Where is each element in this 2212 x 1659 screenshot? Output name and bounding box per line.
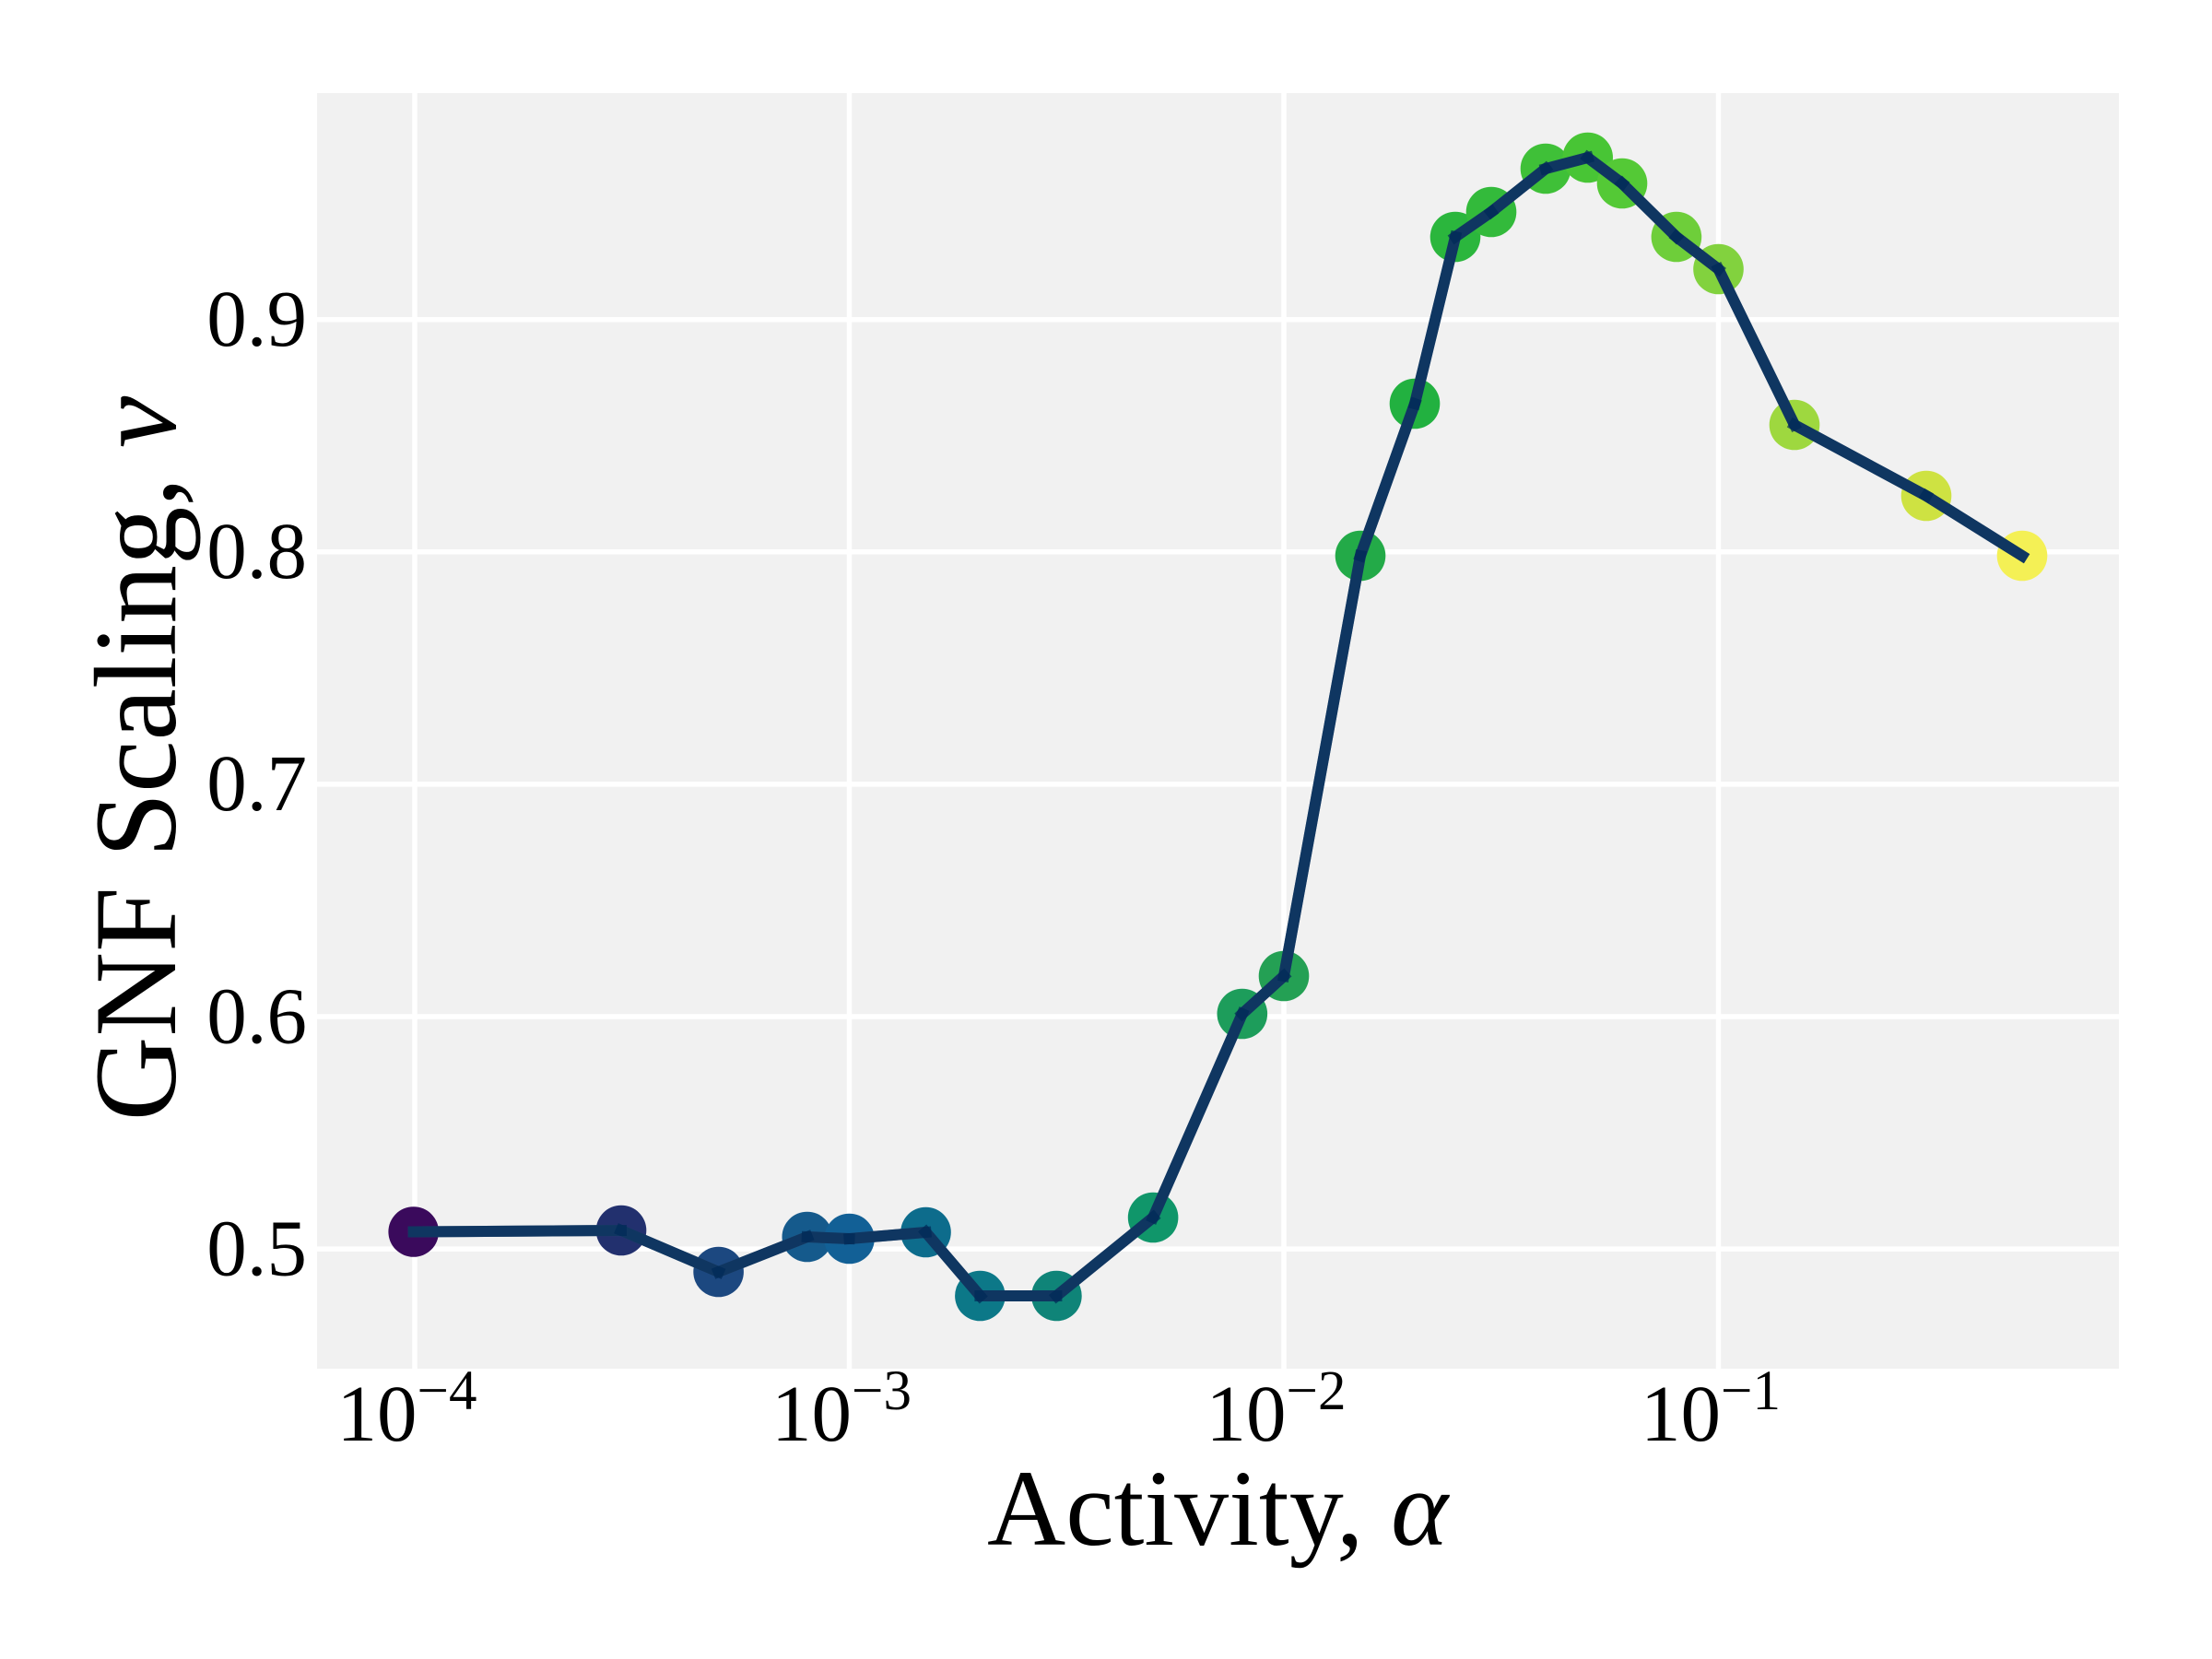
- svg-text:0.7: 0.7: [206, 738, 307, 828]
- svg-text:0.9: 0.9: [206, 274, 307, 363]
- svg-text:0.8: 0.8: [206, 506, 307, 595]
- svg-text:0.6: 0.6: [206, 971, 307, 1060]
- svg-text:GNF Scaling, ν: GNF Scaling, ν: [72, 395, 201, 1121]
- svg-text:0.5: 0.5: [206, 1203, 307, 1292]
- svg-text:Activity, α: Activity, α: [987, 1448, 1450, 1569]
